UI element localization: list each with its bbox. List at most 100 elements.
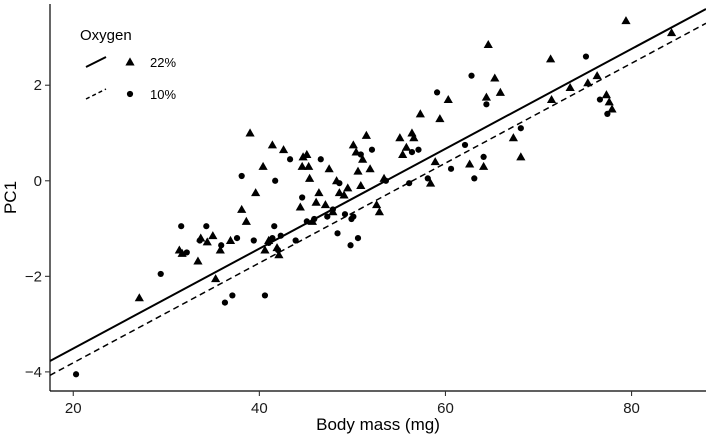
data-point-10pct <box>433 89 441 96</box>
data-point-22pct <box>193 256 203 265</box>
data-point-10pct <box>408 149 416 156</box>
data-point-10pct <box>447 165 455 172</box>
data-point-10pct <box>196 237 203 244</box>
data-point-22pct <box>343 183 353 192</box>
data-point-22pct <box>409 133 419 142</box>
data-point-22pct <box>430 157 440 166</box>
x-tick-label: 80 <box>623 400 640 417</box>
data-point-22pct <box>304 161 314 170</box>
data-point-22pct <box>425 178 436 187</box>
data-point-22pct <box>546 54 556 63</box>
data-point-22pct <box>274 250 284 259</box>
data-point-22pct <box>601 90 612 99</box>
data-point-10pct <box>424 175 431 182</box>
data-point-10pct <box>357 151 364 158</box>
data-point-22pct <box>339 190 349 199</box>
x-axis-ticks: 20 40 60 80 <box>65 391 640 417</box>
data-point-22pct <box>435 114 445 123</box>
data-point-22pct <box>516 152 526 161</box>
data-point-22pct <box>278 145 289 154</box>
data-point-22pct <box>202 237 212 246</box>
legend-line-22pct <box>85 56 107 68</box>
data-point-10pct <box>178 223 185 230</box>
data-point-22pct <box>358 154 368 163</box>
data-point-10pct <box>203 223 210 230</box>
data-point-22pct <box>565 83 575 92</box>
data-point-22pct <box>225 235 236 244</box>
legend-entries: 22% 10% <box>85 55 176 102</box>
data-point-22pct <box>415 109 425 118</box>
data-point-10pct <box>265 239 272 246</box>
legend-label: 22% <box>150 55 176 70</box>
data-point-10pct <box>157 270 164 278</box>
data-point-10pct <box>582 53 590 60</box>
y-tick-label: −2 <box>25 268 42 285</box>
axes: 20 40 60 80 −4 −2 0 2 <box>25 4 706 417</box>
data-point-22pct <box>134 293 144 302</box>
data-point-22pct <box>298 152 308 161</box>
data-point-22pct <box>398 149 408 158</box>
y-tick-label: −4 <box>25 364 42 381</box>
data-point-22pct <box>361 130 371 139</box>
data-point-22pct <box>401 142 411 151</box>
data-point-22pct <box>592 71 602 80</box>
data-point-22pct <box>374 207 384 216</box>
data-point-10pct <box>317 156 324 163</box>
data-point-22pct <box>267 140 277 149</box>
data-point-22pct <box>311 197 321 206</box>
data-point-10pct <box>483 101 490 108</box>
data-point-22pct <box>481 92 492 101</box>
data-point-10pct <box>277 232 284 239</box>
data-point-22pct <box>334 188 344 197</box>
data-point-10pct <box>406 180 413 187</box>
data-point-10pct <box>261 292 269 299</box>
data-point-10pct <box>72 371 80 378</box>
data-point-10pct <box>382 177 390 184</box>
data-point-22pct <box>353 166 363 175</box>
data-point-22pct <box>621 16 631 25</box>
data-point-22pct <box>320 200 331 209</box>
data-point-22pct <box>251 188 261 197</box>
y-tick-label: 0 <box>34 173 42 190</box>
data-point-22pct <box>490 73 500 82</box>
data-point-10pct <box>468 72 475 79</box>
data-point-22pct <box>324 164 334 173</box>
data-point-10pct <box>218 242 225 249</box>
data-point-22pct <box>546 94 557 104</box>
data-point-10pct <box>347 242 354 249</box>
data-point-10pct <box>229 292 236 299</box>
x-axis-title: Body mass (mg) <box>316 415 440 434</box>
data-point-10pct <box>271 223 278 230</box>
data-point-10pct <box>221 299 229 306</box>
y-tick-label: 2 <box>34 77 42 94</box>
data-point-22pct <box>395 133 405 142</box>
data-point-10pct <box>604 110 611 117</box>
data-point-10pct <box>250 237 257 244</box>
data-point-10pct <box>272 177 279 184</box>
data-point-22pct <box>305 173 315 182</box>
fit-line-10pct <box>50 22 706 376</box>
data-point-10pct <box>368 146 376 153</box>
data-point-22pct <box>479 161 489 170</box>
data-point-10pct <box>350 213 357 220</box>
data-point-22pct <box>465 159 475 168</box>
data-point-10pct <box>324 213 331 220</box>
data-point-22pct <box>356 180 366 190</box>
data-point-10pct <box>480 153 487 160</box>
data-point-22pct <box>295 202 305 211</box>
y-axis-title: PC1 <box>1 181 20 214</box>
data-point-22pct <box>666 28 677 37</box>
data-point-22pct <box>258 161 268 170</box>
data-point-22pct <box>245 128 255 137</box>
data-point-22pct <box>607 104 617 113</box>
data-point-10pct <box>341 211 349 218</box>
data-point-22pct <box>604 97 614 106</box>
y-axis-ticks: −4 −2 0 2 <box>25 77 50 381</box>
data-point-22pct <box>495 87 505 96</box>
data-point-22pct <box>260 245 270 254</box>
data-point-10pct <box>596 96 604 103</box>
x-tick-label: 60 <box>437 400 454 417</box>
fit-line-22pct <box>50 8 706 362</box>
data-point-22pct <box>297 161 307 170</box>
data-point-10pct <box>269 235 276 242</box>
